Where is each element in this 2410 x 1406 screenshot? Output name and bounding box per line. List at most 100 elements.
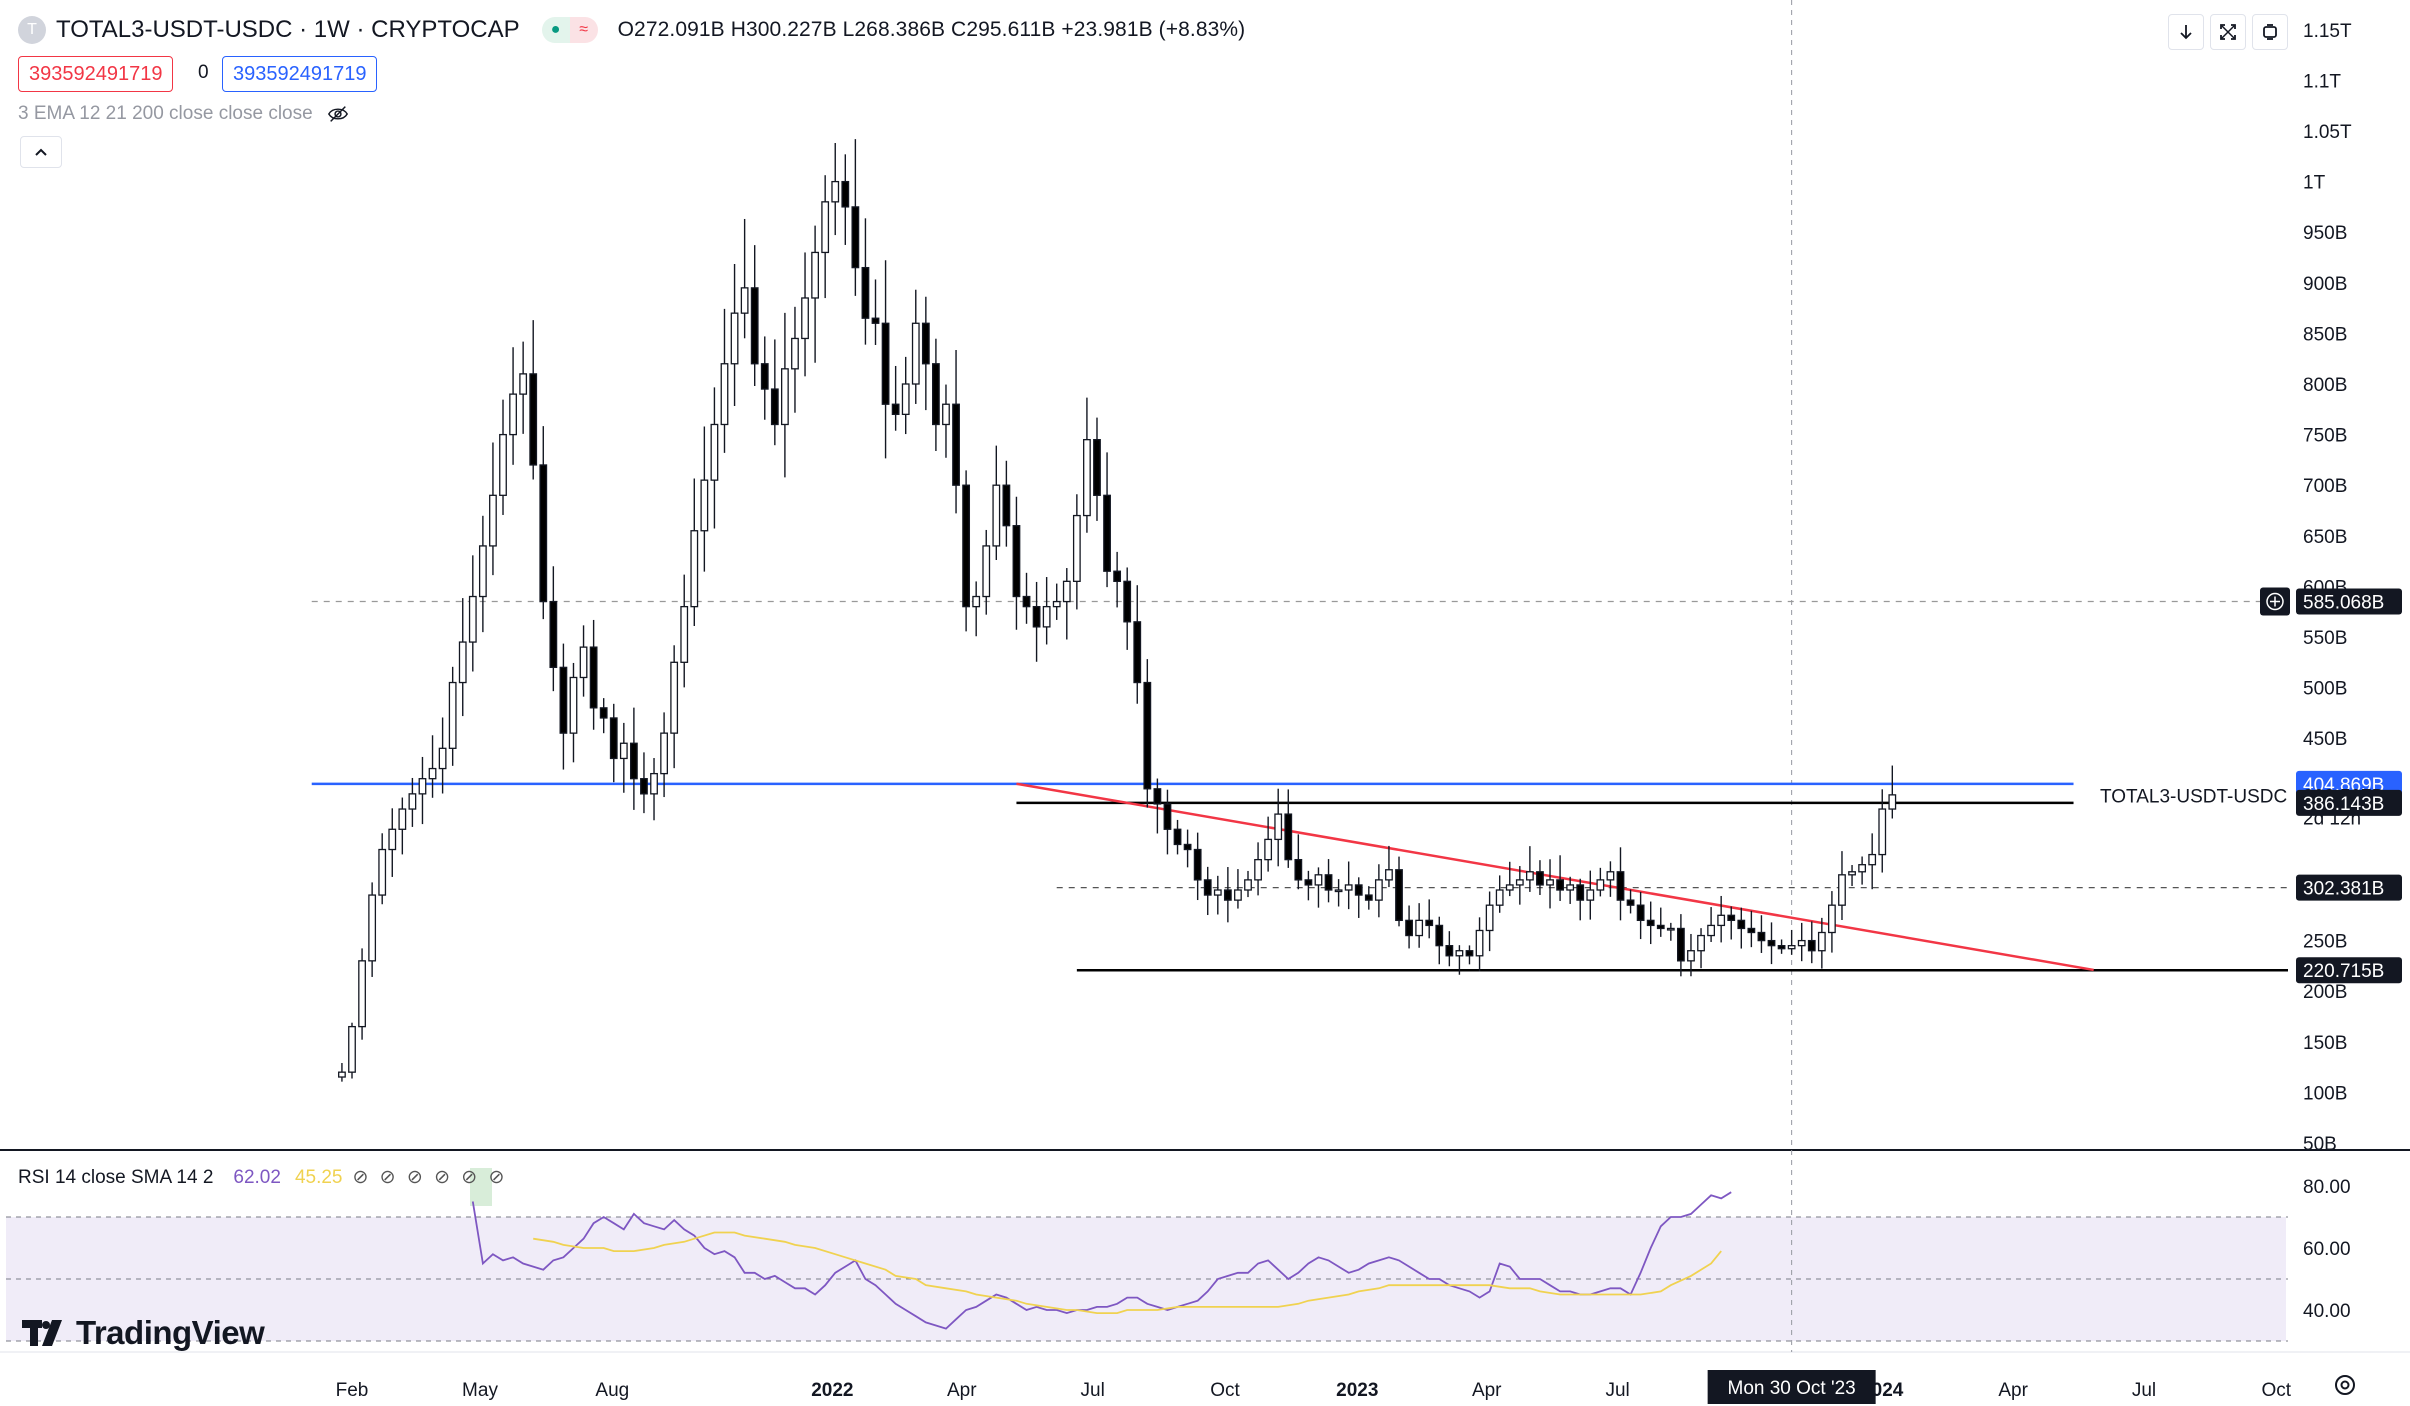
candle-body <box>670 661 679 734</box>
rsi-tick-label: 40.00 <box>2303 1301 2351 1322</box>
rsi-na-values: ⊘ ⊘ ⊘ ⊘ ⊘ ⊘ <box>352 1167 508 1188</box>
candle-body <box>1244 879 1252 891</box>
price-tick-label: 950B <box>2303 223 2347 244</box>
price-tick-label: 550B <box>2303 628 2347 649</box>
candle-body <box>1676 927 1685 962</box>
candle-body <box>1113 570 1122 582</box>
candle-body <box>1213 889 1222 896</box>
price-label: 585.068B <box>2303 593 2384 614</box>
tradingview-logo-icon <box>22 1320 62 1346</box>
candle-body <box>1566 884 1575 891</box>
candle-body <box>1284 813 1293 861</box>
symbol-title[interactable]: TOTAL3-USDT-USDC · 1W · CRYPTOCAP <box>56 16 520 43</box>
candle-body <box>529 373 538 466</box>
candle-body <box>1878 808 1887 856</box>
sell-button[interactable]: 393592491719 <box>18 56 174 92</box>
candle-body <box>358 960 366 1028</box>
candle-body <box>1888 794 1897 810</box>
candle-body <box>1485 904 1494 932</box>
price-label-bg <box>2296 588 2402 615</box>
candle-body <box>1022 595 1031 608</box>
gear-icon[interactable] <box>2332 1372 2358 1398</box>
candle-body <box>1395 869 1403 922</box>
candle-body <box>1556 879 1564 891</box>
candle-body <box>1072 514 1081 582</box>
candle-body <box>428 767 437 780</box>
time-tick-label: Jul <box>2132 1380 2156 1401</box>
series-name-label: TOTAL3-USDT-USDC <box>2100 786 2287 807</box>
candle-body <box>1173 828 1182 846</box>
candle-body <box>1697 934 1705 952</box>
candle-body <box>1334 889 1343 893</box>
candle-body <box>901 383 910 416</box>
candle-body <box>499 433 507 496</box>
price-tick-label: 500B <box>2303 679 2347 700</box>
candle-body <box>1083 439 1091 517</box>
candle-body <box>962 484 971 608</box>
price-label-bg <box>2296 874 2402 901</box>
candle-body <box>1546 879 1554 886</box>
candle-body <box>1385 869 1393 881</box>
candle-body <box>458 641 467 684</box>
time-tick-label: Jul <box>1081 1380 1105 1401</box>
candle-body <box>911 322 920 385</box>
buy-button[interactable]: 393592491719 <box>222 56 378 92</box>
candle-body <box>1405 919 1413 937</box>
candle-body <box>1787 945 1796 950</box>
candle-body <box>1133 621 1142 684</box>
price-tick-label: 1.15T <box>2303 21 2352 42</box>
price-tick-label: 250B <box>2303 932 2347 953</box>
candle-body <box>1525 871 1534 881</box>
price-tick-label: 900B <box>2303 274 2347 295</box>
candle-body <box>1576 884 1585 901</box>
candle-body <box>1807 939 1816 952</box>
candle-body <box>1646 919 1655 927</box>
candle-body <box>1536 871 1544 886</box>
candle-body <box>1032 605 1041 628</box>
download-button[interactable] <box>2168 14 2204 50</box>
candle-body <box>791 337 799 370</box>
candle-body <box>338 1071 346 1078</box>
candle-body <box>1616 871 1625 901</box>
candle-body <box>348 1025 356 1073</box>
candle-body <box>1415 919 1424 937</box>
candle-body <box>760 363 769 390</box>
time-tick-label: Oct <box>1210 1380 1240 1401</box>
arrow-down-icon <box>2180 25 2192 40</box>
rsi-highlight <box>470 1168 492 1206</box>
candle-body <box>1143 681 1152 790</box>
candle-body <box>1103 494 1111 572</box>
candle-body <box>690 530 699 608</box>
candle-body <box>539 464 548 603</box>
candle-body <box>1475 929 1484 957</box>
candle-body <box>599 707 608 719</box>
price-tick-label: 750B <box>2303 426 2347 447</box>
collapse-legend-button[interactable] <box>20 136 62 168</box>
candle-body <box>861 266 870 319</box>
restore-icon <box>2263 24 2277 40</box>
tradingview-logo[interactable]: TradingView <box>22 1314 265 1352</box>
rsi-legend[interactable]: RSI 14 close SMA 14 2 62.02 45.25 ⊘ ⊘ ⊘ … <box>18 1166 507 1189</box>
tradingview-logo-text: TradingView <box>76 1314 265 1351</box>
price-tick-label: 1.1T <box>2303 71 2341 92</box>
candle-body <box>952 403 960 486</box>
fullscreen-button[interactable] <box>2210 14 2246 50</box>
candle-body <box>982 545 991 598</box>
indicator-legend[interactable]: 3 EMA 12 21 200 close close close <box>18 103 349 125</box>
price-tick-label: 150B <box>2303 1033 2347 1054</box>
candle-body <box>1767 939 1776 947</box>
candle-body <box>1515 879 1524 886</box>
market-status-badges[interactable]: ● ≈ <box>541 17 598 43</box>
candle-body <box>750 287 759 365</box>
candle-body <box>740 287 749 314</box>
restore-button[interactable] <box>2252 14 2288 50</box>
rsi-line <box>471 1191 1732 1330</box>
price-tick-label: 650B <box>2303 527 2347 548</box>
candle-body <box>1324 874 1333 891</box>
candle-body <box>1495 889 1504 906</box>
candle-body <box>1234 889 1242 901</box>
candle-body <box>640 778 648 795</box>
eye-off-icon[interactable] <box>327 103 349 125</box>
price-tick-label: 100B <box>2303 1083 2347 1104</box>
